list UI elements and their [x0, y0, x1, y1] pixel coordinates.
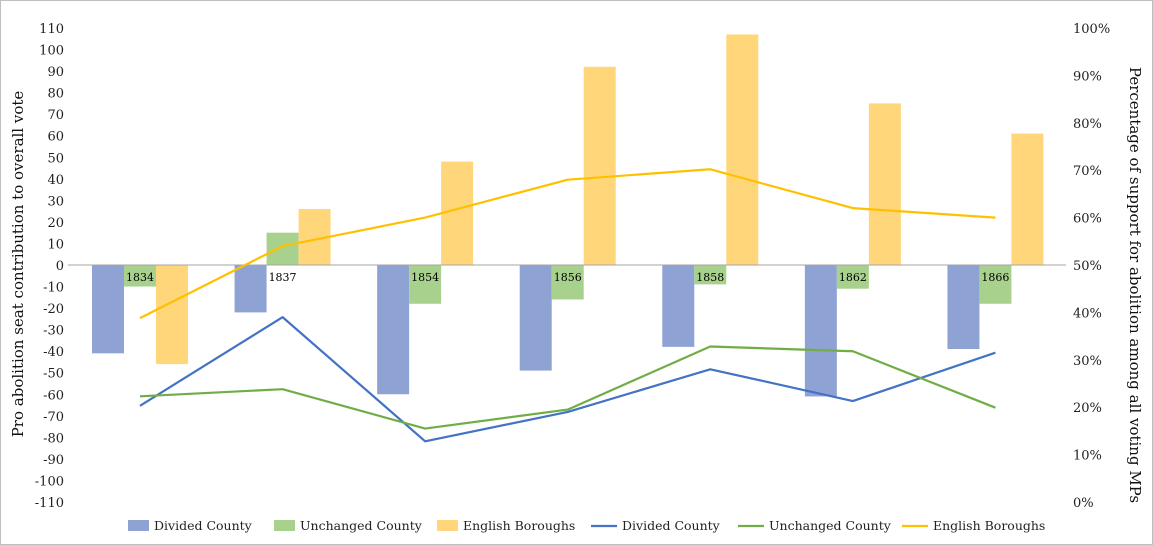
bar-english-boroughs-1858 — [726, 34, 759, 265]
y2-tick-label: 100% — [1073, 22, 1110, 37]
y-tick-label: -20 — [43, 302, 64, 317]
bar-divided-county-1866 — [947, 265, 980, 350]
y2-tick-label: 10% — [1073, 449, 1102, 464]
y-tick-label: 90 — [47, 65, 64, 80]
bar-english-boroughs-1862 — [868, 103, 901, 265]
y-tick-label: 50 — [47, 151, 64, 166]
y-tick-label: 30 — [47, 194, 64, 209]
bar-divided-county-1854 — [377, 265, 410, 395]
y-tick-label: -40 — [43, 345, 64, 360]
bar-unchanged-county-1834 — [124, 265, 156, 287]
category-label-1866: 1866 — [981, 271, 1009, 284]
legend-label: English Boroughs — [463, 518, 575, 533]
category-label-1834: 1834 — [126, 271, 154, 284]
y-tick-label: 10 — [47, 237, 64, 252]
bar-english-boroughs-1866 — [1011, 133, 1044, 265]
y-tick-label: -50 — [43, 367, 64, 382]
bar-english-boroughs-1834 — [156, 265, 188, 365]
y-tick-label: 40 — [47, 173, 64, 188]
bar-divided-county-1834 — [92, 265, 124, 354]
bar-unchanged-county-1854 — [409, 265, 442, 304]
legend: Divided County Unchanged County English Bo… — [128, 518, 1045, 533]
y-tick-label: 110 — [39, 22, 64, 37]
bar-divided-county-1862 — [804, 265, 837, 397]
y-tick-label: -60 — [43, 388, 64, 403]
y-tick-label: 100 — [39, 44, 64, 59]
y-tick-label: -30 — [43, 324, 64, 339]
y2-tick-label: 50% — [1073, 259, 1102, 274]
y-tick-label: -70 — [43, 410, 64, 425]
line-divided-county — [139, 316, 996, 443]
y2-tick-label: 40% — [1073, 306, 1102, 321]
y-tick-label: 20 — [47, 216, 64, 231]
line-unchanged-county — [139, 345, 996, 430]
y2-tick-label: 20% — [1073, 401, 1102, 416]
legend-label: Unchanged County — [300, 518, 423, 533]
category-label-1862: 1862 — [839, 271, 867, 284]
y2-tick-label: 70% — [1073, 164, 1102, 179]
y-tick-label: 0 — [56, 259, 64, 274]
y-tick-label: -10 — [43, 281, 64, 296]
legend-label: Divided County — [622, 518, 721, 533]
category-label-1856: 1856 — [554, 271, 582, 284]
y2-tick-label: 60% — [1073, 212, 1102, 227]
legend-swatch — [274, 520, 295, 531]
category-label-1854: 1854 — [411, 271, 439, 284]
legend-swatch — [128, 520, 149, 531]
bar-unchanged-county-1858 — [694, 265, 727, 285]
y-tick-label: -80 — [43, 431, 64, 446]
y2-tick-label: 80% — [1073, 117, 1102, 132]
y-axis-title: Pro abolition seat contribution to overa… — [9, 91, 27, 438]
legend-label: Unchanged County — [769, 518, 892, 533]
legend-swatch — [437, 520, 458, 531]
bar-divided-county-1856 — [519, 265, 552, 371]
y-tick-label: -90 — [43, 453, 64, 468]
bar-unchanged-county-1856 — [551, 265, 584, 300]
legend-label: Divided County — [154, 518, 253, 533]
y2-tick-label: 0% — [1073, 496, 1094, 511]
bar-divided-county-1858 — [662, 265, 695, 347]
bar-unchanged-county-1866 — [979, 265, 1012, 304]
y-tick-label: -110 — [35, 496, 64, 511]
y2-axis-title: Percentage of support for abolition amon… — [1126, 67, 1144, 503]
y-tick-label: 60 — [47, 130, 64, 145]
bar-unchanged-county-1837 — [266, 232, 299, 265]
bar-english-boroughs-1856 — [583, 66, 616, 265]
bar-divided-county-1837 — [234, 265, 267, 313]
line-english-boroughs — [139, 168, 996, 320]
bar-english-boroughs-1854 — [441, 161, 474, 265]
legend-label: English Boroughs — [933, 518, 1045, 533]
category-label-1858: 1858 — [696, 271, 724, 284]
y-tick-label: -100 — [35, 474, 64, 489]
y2-tick-label: 30% — [1073, 354, 1102, 369]
y-tick-label: 80 — [47, 87, 64, 102]
y2-tick-label: 90% — [1073, 69, 1102, 84]
y-tick-label: 70 — [47, 108, 64, 123]
category-label-1837: 1837 — [269, 271, 297, 284]
bar-unchanged-county-1862 — [836, 265, 869, 289]
